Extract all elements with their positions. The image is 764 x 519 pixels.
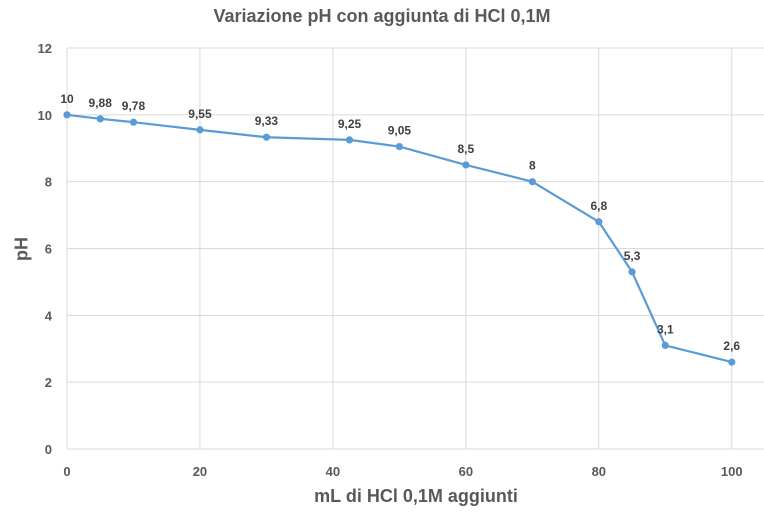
- data-label: 2,6: [723, 339, 740, 353]
- x-tick-label: 0: [63, 464, 70, 479]
- x-axis-title: mL di HCl 0,1M aggiunti: [314, 486, 518, 506]
- data-point: [345, 136, 354, 144]
- data-label: 8: [529, 159, 536, 173]
- x-tick-label: 60: [459, 464, 473, 479]
- data-point: [96, 115, 104, 123]
- data-point: [395, 142, 403, 151]
- data-label: 9,25: [338, 117, 362, 131]
- series-ph: [63, 111, 736, 366]
- x-tick-label: 20: [193, 464, 207, 479]
- data-point: [661, 341, 669, 350]
- data-point: [628, 268, 636, 276]
- data-label: 3,1: [657, 322, 674, 336]
- gridlines: [66, 47, 764, 450]
- data-label: 9,78: [122, 99, 146, 113]
- y-tick-label: 12: [38, 41, 52, 56]
- data-label: 9,05: [388, 124, 412, 138]
- y-tick-label: 8: [45, 175, 52, 190]
- data-label: 9,33: [255, 114, 279, 128]
- x-tick-label: 80: [592, 464, 606, 479]
- data-label: 9,55: [188, 107, 212, 121]
- data-point: [63, 111, 71, 119]
- data-point: [196, 126, 204, 134]
- data-label: 9,88: [89, 96, 113, 110]
- y-tick-label: 10: [38, 108, 52, 123]
- data-point: [462, 161, 470, 169]
- y-tick-label: 6: [45, 242, 52, 257]
- data-point: [595, 218, 603, 226]
- chart-title: Variazione pH con aggiunta di HCl 0,1M: [213, 6, 551, 26]
- data-label: 8,5: [458, 142, 475, 156]
- data-point: [528, 178, 536, 186]
- data-labels: 10 9,88 9,78 9,55 9,33 9,25 9,05 8,5 8 6,8 5,3 3,1 2…: [60, 92, 740, 353]
- data-label: 10: [60, 92, 74, 106]
- x-tick-label: 100: [721, 464, 743, 479]
- y-tick-label: 4: [45, 308, 53, 323]
- data-point: [262, 133, 271, 141]
- data-point: [728, 358, 736, 366]
- data-label: 5,3: [624, 249, 641, 263]
- y-tick-label: 2: [45, 375, 52, 390]
- tick-labels: 0 2 4 6 8 10 12 0 20 40 60 80 100: [38, 41, 743, 479]
- data-point: [129, 118, 138, 126]
- x-tick-label: 40: [326, 464, 340, 479]
- y-tick-label: 0: [45, 442, 52, 457]
- series-line: [66, 113, 733, 364]
- data-label: 6,8: [590, 199, 607, 213]
